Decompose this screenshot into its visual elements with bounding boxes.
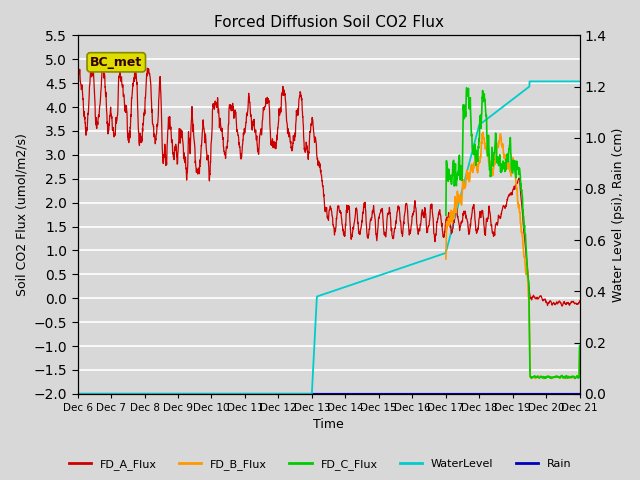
WaterLevel: [525, 79, 533, 84]
Line: WaterLevel: WaterLevel: [77, 82, 580, 394]
FD_A_Flux: [99, 61, 107, 67]
FD_A_Flux: [545, 299, 553, 304]
Rain: [474, 391, 482, 396]
WaterLevel: [532, 79, 540, 84]
Rain: [531, 391, 539, 396]
FD_A_Flux: [532, 296, 540, 301]
X-axis label: Time: Time: [313, 419, 344, 432]
FD_B_Flux: [545, 373, 553, 379]
FD_B_Flux: [531, 376, 539, 382]
FD_C_Flux: [576, 343, 584, 348]
WaterLevel: [474, 127, 482, 132]
WaterLevel: [576, 79, 584, 84]
WaterLevel: [214, 391, 221, 396]
FD_A_Flux: [343, 203, 351, 208]
Legend: FD_A_Flux, FD_B_Flux, FD_C_Flux, WaterLevel, Rain: FD_A_Flux, FD_B_Flux, FD_C_Flux, WaterLe…: [64, 455, 576, 474]
Rain: [354, 391, 362, 396]
FD_A_Flux: [74, 186, 81, 192]
Rain: [214, 391, 221, 396]
Title: Forced Diffusion Soil CO2 Flux: Forced Diffusion Soil CO2 Flux: [214, 15, 444, 30]
FD_A_Flux: [559, 303, 566, 309]
WaterLevel: [343, 284, 351, 289]
Rain: [576, 391, 584, 396]
WaterLevel: [74, 391, 81, 396]
FD_A_Flux: [474, 226, 482, 231]
Rain: [545, 391, 553, 396]
Y-axis label: Water Level (psi), Rain (cm): Water Level (psi), Rain (cm): [612, 127, 625, 302]
FD_C_Flux: [474, 149, 482, 155]
FD_B_Flux: [474, 168, 482, 173]
Line: FD_C_Flux: FD_C_Flux: [446, 88, 580, 378]
FD_C_Flux: [531, 374, 539, 380]
WaterLevel: [545, 79, 553, 84]
FD_B_Flux: [576, 348, 584, 354]
Rain: [74, 391, 81, 396]
Rain: [343, 391, 351, 396]
FD_C_Flux: [545, 373, 553, 379]
WaterLevel: [354, 280, 362, 286]
FD_A_Flux: [576, 298, 584, 304]
FD_A_Flux: [214, 97, 221, 103]
Line: FD_B_Flux: FD_B_Flux: [446, 132, 580, 379]
FD_A_Flux: [354, 221, 362, 227]
Line: FD_A_Flux: FD_A_Flux: [77, 64, 580, 306]
Y-axis label: Soil CO2 Flux (umol/m2/s): Soil CO2 Flux (umol/m2/s): [15, 133, 28, 296]
Text: BC_met: BC_met: [90, 56, 142, 69]
